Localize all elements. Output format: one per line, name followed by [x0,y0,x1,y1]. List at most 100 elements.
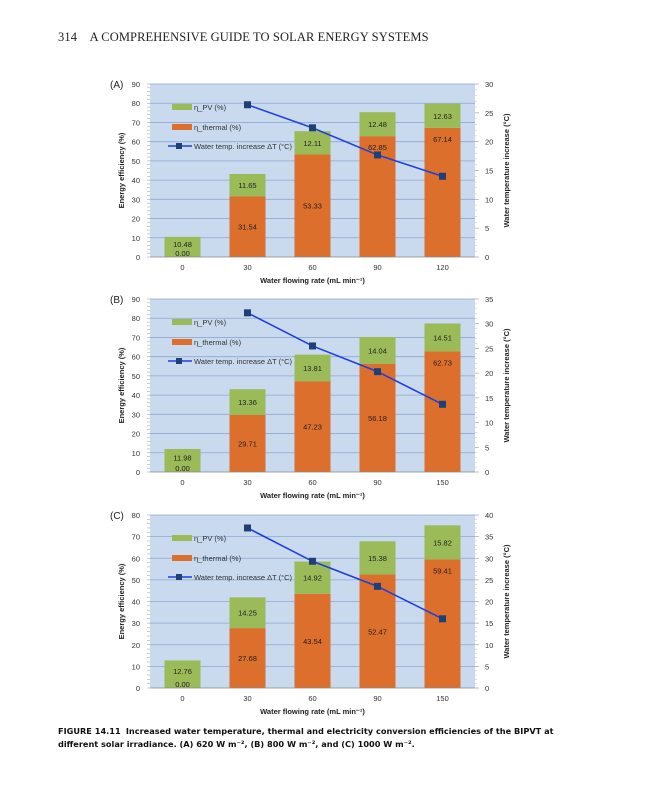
legend-label-thermal: η_thermal (%) [194,554,242,563]
data-label-pv: 12.63 [433,112,452,121]
x-tick-label: 120 [436,263,449,272]
y-tick-label: 0 [136,468,140,477]
y2-tick-label: 35 [485,533,493,542]
y2-axis-title: Water temperature increase (°C) [502,328,511,443]
y-tick-label: 10 [132,449,140,458]
y2-tick-label: 15 [485,167,493,176]
chart-svg-b: (B) 0 10 20 30 40 50 60 70 80 90 0 5 10 15 20 25 30 35 11.9… [110,295,511,500]
bar-thermal [229,628,266,688]
y-tick-label: 0 [136,253,140,262]
y2-tick-label: 20 [485,138,493,147]
legend-swatch-pv [172,104,192,110]
x-tick-label: 60 [308,263,316,272]
temperature-marker [244,524,251,532]
data-label-thermal: 0.00 [175,249,190,258]
data-label-thermal: 31.54 [238,223,257,232]
temperature-marker [374,151,381,159]
data-label-thermal: 59.41 [433,567,452,576]
temperature-marker [309,557,316,565]
data-label-thermal: 47.23 [303,423,322,432]
y2-tick-label: 35 [485,295,493,304]
bar-pv [424,103,461,128]
temperature-marker [244,101,251,109]
data-label-thermal: 27.68 [238,654,257,663]
bar-thermal [294,593,331,688]
data-label-pv: 14.51 [433,333,452,342]
legend-marker-temp [176,358,182,364]
panel-label: (A) [110,80,123,91]
figure-caption-text: Increased water temperature, thermal and… [58,726,554,749]
y2-tick-label: 10 [485,641,493,650]
y2-axis-title: Water temperature increase (°C) [502,544,511,659]
x-tick-label: 30 [243,263,251,272]
bar-pv [164,448,201,472]
y-tick-label: 50 [132,157,140,166]
bar-thermal [424,127,461,257]
y-axis-title: Energy efficiency (%) [117,132,126,208]
temperature-marker [309,342,316,350]
bar-pv [424,525,461,560]
x-axis-title: Water flowing rate (mL min⁻¹) [260,707,365,716]
bar-pv [359,541,396,575]
chart-panel-b: (B) 0 10 20 30 40 50 60 70 80 90 0 5 10 15 20 25 30 35 11.9… [110,293,530,503]
y2-tick-label: 5 [485,224,489,233]
data-label-thermal: 56.18 [368,414,387,423]
figure-caption-label: FIGURE 14.11 [58,726,121,736]
y2-tick-label: 10 [485,195,493,204]
bar-thermal [424,351,461,472]
bar-pv [229,389,266,415]
temperature-line [247,312,443,405]
chart-panel-a: (A) 0 10 20 30 40 50 60 70 80 90 0 5 10 15 20 25 30 10.48 0… [110,78,530,288]
y2-tick-label: 20 [485,369,493,378]
y-tick-label: 10 [132,234,140,243]
y-tick-label: 20 [132,641,140,650]
data-label-pv: 10.48 [173,240,192,249]
y-tick-label: 0 [136,684,140,693]
x-tick-label: 90 [373,478,381,487]
y2-tick-label: 30 [485,554,493,563]
x-tick-label: 0 [180,478,184,487]
y2-tick-label: 20 [485,598,493,607]
data-label-thermal: 62.73 [433,358,452,367]
y-axis-title: Energy efficiency (%) [117,347,126,423]
data-label-pv: 12.11 [303,139,321,148]
legend-label-pv: η_PV (%) [194,318,227,327]
bar-thermal [229,414,266,472]
data-label-pv: 12.76 [173,667,192,676]
temperature-marker [439,400,446,408]
legend-swatch-thermal [172,339,192,345]
y-tick-label: 80 [132,511,140,520]
legend-label-pv: η_PV (%) [194,534,227,543]
y-tick-label: 60 [132,554,140,563]
y2-tick-label: 0 [485,468,489,477]
running-head-title: A COMPREHENSIVE GUIDE TO SOLAR ENERGY SY… [89,30,429,44]
y-tick-label: 20 [132,430,140,439]
data-label-thermal: 67.14 [433,135,452,144]
y-tick-label: 70 [132,118,140,127]
figure-caption: FIGURE 14.11 Increased water temperature… [58,725,558,751]
y2-tick-label: 25 [485,344,493,353]
bar-thermal [294,381,331,472]
legend-label-temp: Water temp. increase ΔT (°C) [194,573,293,582]
y-tick-label: 80 [132,99,140,108]
y-tick-label: 30 [132,195,140,204]
legend-label-thermal: η_thermal (%) [194,338,242,347]
y2-tick-label: 25 [485,576,493,585]
data-label-pv: 13.36 [238,398,257,407]
data-label-pv: 11.65 [238,181,256,190]
bar-pv [294,354,331,382]
temperature-marker [309,124,316,132]
x-tick-label: 0 [180,263,184,272]
x-axis-title: Water flowing rate (mL min⁻¹) [260,276,365,285]
x-tick-label: 150 [436,694,449,703]
temperature-marker [439,615,446,623]
y-tick-label: 20 [132,215,140,224]
legend-label-pv: η_PV (%) [194,103,227,112]
y-tick-label: 90 [132,295,140,304]
data-label-pv: 14.04 [368,347,387,356]
legend-swatch-thermal [172,124,192,130]
bar-pv [294,561,331,594]
y2-tick-label: 30 [485,80,493,89]
bar-thermal [359,574,396,688]
x-tick-label: 30 [243,478,251,487]
